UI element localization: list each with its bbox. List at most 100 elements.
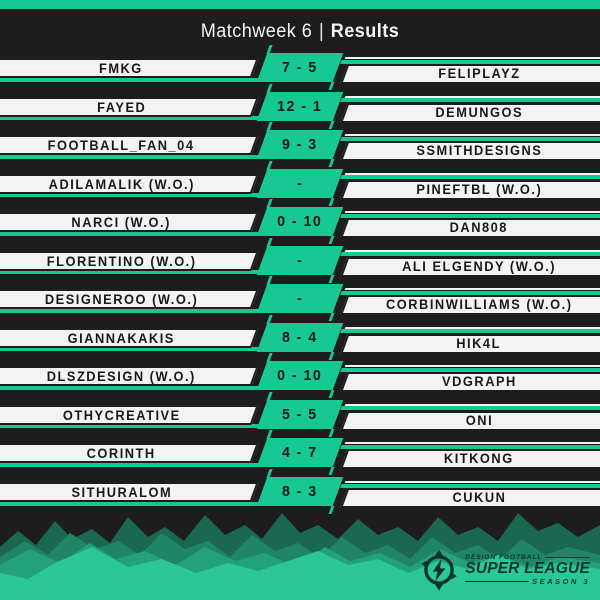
score-value: 0 - 10: [277, 213, 323, 231]
home-team-bar: SITHURALOM: [0, 482, 259, 503]
score-tip-bottom: [328, 120, 335, 129]
match-row: 7 - 5 FMKG FELIPLAYZ: [0, 45, 600, 94]
home-team-bar: FLORENTINO (W.O.): [0, 250, 259, 271]
away-team-name: VDGRAPH: [441, 374, 517, 390]
away-hairline: [344, 481, 600, 484]
league-badge-icon: [421, 549, 458, 591]
score-tip-bottom: [328, 467, 335, 476]
score-value: 8 - 3: [282, 483, 318, 501]
away-overline: [340, 136, 600, 141]
home-team-bar: DESIGNEROO (W.O.): [0, 289, 259, 310]
score-value: -: [296, 174, 304, 192]
away-team-bar: ALI ELGENDY (W.O.): [340, 256, 600, 277]
away-overline: [340, 175, 600, 179]
home-team-name: OTHYCREATIVE: [62, 407, 181, 423]
header: Matchweek 6 | Results: [15, 9, 585, 55]
league-tagline: DESIGN FOOTBALL: [465, 553, 543, 561]
away-team-name: CORBINWILLIAMS (W.O.): [385, 297, 573, 313]
away-overline: [340, 252, 600, 256]
score-block: 8 - 3: [256, 477, 344, 507]
match-row: 9 - 3 FOOTBALL_FAN_04 SSMITHDESIGNS: [0, 122, 600, 171]
home-team-name: NARCI (W.O.): [71, 214, 172, 230]
score-block: 0 - 10: [256, 361, 344, 391]
score-block: 0 - 10: [256, 207, 344, 237]
away-team-name: SSMITHDESIGNS: [416, 143, 542, 159]
score-block: 8 - 4: [256, 322, 344, 352]
score-tip-bottom: [328, 351, 335, 360]
decorative-line: [465, 580, 530, 583]
score-block: 9 - 3: [256, 130, 344, 160]
away-team-bar: ONI: [340, 410, 600, 431]
score-tip-bottom: [328, 313, 335, 322]
home-team-name: CORINTH: [86, 445, 157, 461]
match-row: - ADILAMALIK (W.O.) PINEFTBL (W.O.): [0, 160, 600, 210]
results-label: Results: [330, 21, 400, 42]
score-block: 4 - 7: [256, 438, 344, 468]
away-team-bar: SSMITHDESIGNS: [340, 141, 600, 161]
mountain-layer-front: [0, 547, 600, 600]
match-row: - FLORENTINO (W.O.) ALI ELGENDY (W.O.): [0, 237, 600, 287]
away-team-bar: KITKONG: [340, 449, 600, 469]
score-tip-bottom: [328, 197, 335, 206]
results-rows: 7 - 5 FMKG FELIPLAYZ 12 - 1 FAYED: [0, 45, 600, 518]
score-value: -: [296, 251, 304, 269]
score-block: -: [256, 284, 344, 314]
score-tip-bottom: [328, 428, 335, 437]
score-block: 5 - 5: [256, 399, 344, 429]
away-team-bar: VDGRAPH: [340, 372, 600, 392]
score-tip-bottom: [328, 390, 335, 399]
away-overline: [340, 329, 600, 333]
match-row: 0 - 10 NARCI (W.O.) DAN808: [0, 199, 600, 248]
home-team-bar: CORINTH: [0, 443, 259, 464]
score-block: -: [256, 168, 344, 198]
score-block: 7 - 5: [256, 53, 344, 82]
away-team-name: ALI ELGENDY (W.O.): [402, 258, 556, 274]
away-overline: [340, 290, 600, 295]
away-overline: [340, 213, 600, 218]
match-row: 8 - 4 GIANNAKAKIS HIK4L: [0, 314, 600, 364]
matchweek-label: Matchweek 6: [200, 21, 313, 42]
home-team-bar: FMKG: [0, 58, 259, 78]
home-team-bar: DLSZDESIGN (W.O.): [0, 366, 259, 387]
score-value: 4 - 7: [282, 444, 318, 462]
away-team-name: DAN808: [449, 220, 509, 236]
decorative-line: [545, 556, 590, 559]
away-overline: [340, 367, 600, 372]
score-tip-bottom: [328, 159, 335, 168]
score-block: 12 - 1: [256, 91, 344, 121]
away-team-bar: CORBINWILLIAMS (W.O.): [340, 295, 600, 315]
match-row: 4 - 7 CORINTH KITKONG: [0, 430, 600, 479]
home-team-bar: FOOTBALL_FAN_04: [0, 135, 259, 156]
home-team-name: FMKG: [99, 60, 144, 76]
score-tip-bottom: [328, 274, 335, 283]
away-team-name: KITKONG: [444, 451, 514, 467]
score-tip-bottom: [328, 236, 335, 245]
home-team-name: DLSZDESIGN (W.O.): [46, 368, 197, 384]
league-logo-text: DESIGN FOOTBALL SUPER LEAGUE SEASON 3: [465, 554, 590, 586]
home-team-name: FOOTBALL_FAN_04: [48, 137, 195, 153]
top-accent-strip: [0, 0, 600, 9]
score-value: 9 - 3: [282, 136, 318, 154]
league-logo: DESIGN FOOTBALL SUPER LEAGUE SEASON 3: [418, 549, 590, 591]
match-row: 12 - 1 FAYED DEMUNGOS: [0, 83, 600, 133]
away-hairline: [344, 57, 600, 59]
away-team-name: HIK4L: [456, 336, 502, 352]
score-value: 8 - 4: [282, 328, 318, 346]
league-name: SUPER LEAGUE: [465, 559, 590, 577]
away-hairline: [344, 134, 600, 137]
league-season: SEASON 3: [532, 577, 590, 587]
score-tip-bottom: [328, 82, 335, 90]
away-team-bar: HIK4L: [340, 333, 600, 354]
home-team-bar: NARCI (W.O.): [0, 212, 259, 233]
header-separator: |: [318, 21, 325, 42]
away-team-bar: FELIPLAYZ: [340, 64, 600, 84]
away-team-name: FELIPLAYZ: [437, 66, 521, 82]
match-row: 0 - 10 DLSZDESIGN (W.O.) VDGRAPH: [0, 353, 600, 402]
away-team-name: PINEFTBL (W.O.): [416, 181, 542, 197]
home-team-name: FLORENTINO (W.O.): [46, 253, 197, 269]
score-value: 12 - 1: [277, 97, 323, 115]
home-team-bar: GIANNAKAKIS: [0, 327, 259, 348]
score-value: 5 - 5: [282, 405, 318, 423]
home-team-bar: ADILAMALIK (W.O.): [0, 173, 259, 194]
